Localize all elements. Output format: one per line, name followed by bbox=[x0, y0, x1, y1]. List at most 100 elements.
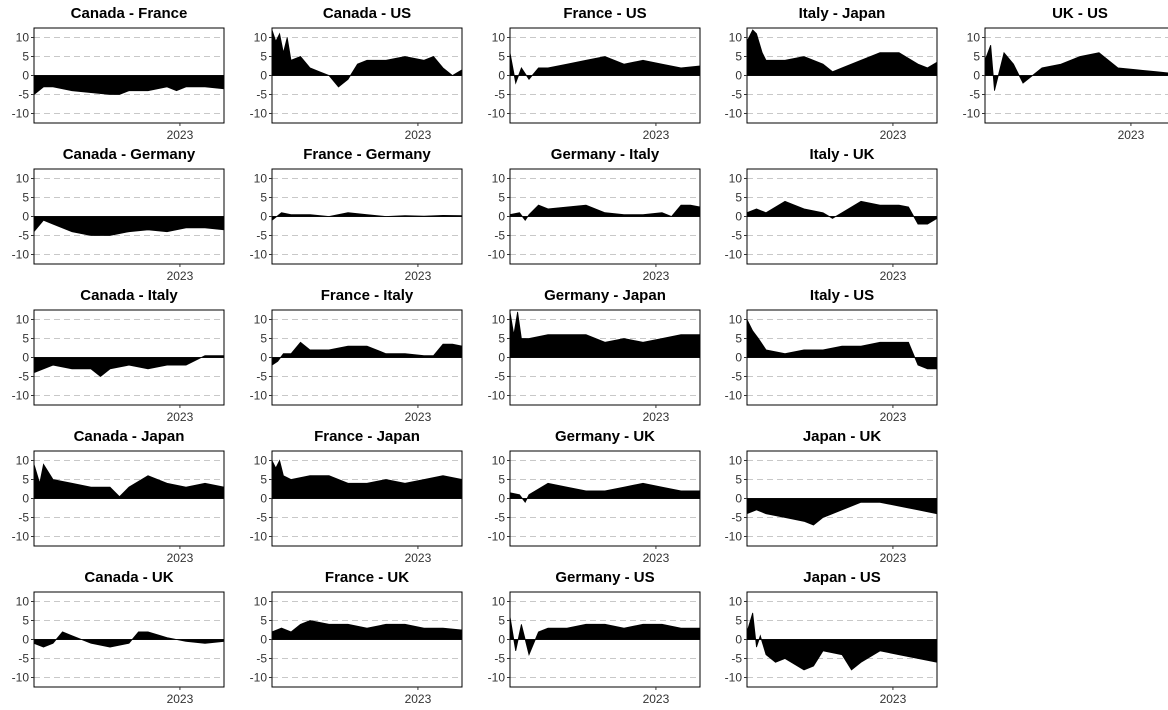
y-tick-label: 10 bbox=[492, 454, 506, 468]
chart-panel: Canada - Japan 10 5 0 -5 -10 2023 bbox=[0, 428, 234, 569]
panel-plot: 10 5 0 -5 -10 2023 bbox=[725, 309, 938, 424]
chart-panel: Canada - Germany 10 5 0 -5 -10 2023 bbox=[0, 146, 234, 287]
y-tick-label: -10 bbox=[250, 530, 268, 544]
panel-title: France - UK bbox=[324, 569, 410, 586]
y-tick-label: 10 bbox=[16, 595, 30, 609]
y-tick-label: 10 bbox=[492, 313, 506, 327]
y-tick-label: 5 bbox=[260, 473, 267, 487]
y-tick-label: 0 bbox=[22, 69, 29, 83]
x-tick-label: 2023 bbox=[880, 128, 907, 142]
y-tick-label: -10 bbox=[250, 389, 268, 403]
y-tick-label: -10 bbox=[963, 107, 981, 121]
y-tick-label: -5 bbox=[18, 652, 29, 666]
panel-plot: 10 5 0 -5 -10 2023 bbox=[488, 309, 701, 424]
x-tick-label: 2023 bbox=[405, 692, 432, 706]
y-tick-label: -5 bbox=[494, 652, 505, 666]
chart-panel: Italy - Japan 10 5 0 -5 -10 2023 bbox=[713, 5, 947, 146]
y-tick-label: -10 bbox=[250, 107, 268, 121]
panel-title: Italy - US bbox=[809, 287, 875, 304]
data-area bbox=[509, 616, 701, 656]
y-tick-label: -10 bbox=[725, 248, 743, 262]
panel-plot: 10 5 0 -5 -10 2023 bbox=[250, 168, 463, 283]
y-tick-label: -10 bbox=[488, 248, 506, 262]
y-tick-label: 5 bbox=[22, 191, 29, 205]
data-area bbox=[271, 29, 463, 88]
x-tick-label: 2023 bbox=[1118, 128, 1145, 142]
panel-plot: 10 5 0 -5 -10 2023 bbox=[488, 27, 701, 142]
panel-plot: 10 5 0 -5 -10 2023 bbox=[725, 450, 938, 565]
data-area bbox=[746, 319, 938, 370]
y-tick-label: 10 bbox=[16, 454, 30, 468]
chart-panel: Canada - UK 10 5 0 -5 -10 2023 bbox=[0, 569, 234, 710]
data-area bbox=[33, 75, 225, 96]
y-tick-label: 10 bbox=[729, 172, 743, 186]
y-tick-label: 0 bbox=[735, 351, 742, 365]
y-tick-label: 10 bbox=[254, 595, 268, 609]
data-area bbox=[746, 612, 938, 671]
x-tick-label: 2023 bbox=[643, 692, 670, 706]
y-tick-label: -5 bbox=[969, 88, 980, 102]
y-tick-label: 10 bbox=[967, 31, 981, 45]
y-tick-label: 5 bbox=[735, 473, 742, 487]
y-tick-label: -10 bbox=[725, 530, 743, 544]
x-tick-label: 2023 bbox=[643, 410, 670, 424]
panel-title: Germany - UK bbox=[554, 428, 656, 445]
panel-title: Italy - Japan bbox=[798, 5, 886, 22]
x-tick-label: 2023 bbox=[880, 551, 907, 565]
y-tick-label: 0 bbox=[22, 492, 29, 506]
y-tick-label: -5 bbox=[18, 370, 29, 384]
y-tick-label: -5 bbox=[494, 511, 505, 525]
y-tick-label: -5 bbox=[731, 370, 742, 384]
y-tick-label: -5 bbox=[731, 652, 742, 666]
x-tick-label: 2023 bbox=[880, 269, 907, 283]
chart-panel: Canada - Italy 10 5 0 -5 -10 2023 bbox=[0, 287, 234, 428]
panel-title: Germany - Japan bbox=[544, 287, 666, 304]
y-tick-label: 0 bbox=[735, 633, 742, 647]
y-tick-label: -10 bbox=[12, 248, 30, 262]
chart-panel: France - UK 10 5 0 -5 -10 2023 bbox=[238, 569, 472, 710]
chart-panel: Germany - Italy 10 5 0 -5 -10 2023 bbox=[476, 146, 710, 287]
y-tick-label: 0 bbox=[498, 210, 505, 224]
y-tick-label: 10 bbox=[729, 595, 743, 609]
y-tick-label: 10 bbox=[16, 313, 30, 327]
data-area bbox=[984, 44, 1168, 91]
panel-plot: 10 5 0 -5 -10 2023 bbox=[250, 27, 463, 142]
panel-title: Germany - Italy bbox=[550, 146, 660, 163]
panel-title: Canada - France bbox=[70, 5, 188, 22]
data-area bbox=[271, 459, 463, 499]
y-tick-label: 5 bbox=[260, 614, 267, 628]
chart-panel: Japan - UK 10 5 0 -5 -10 2023 bbox=[713, 428, 947, 569]
y-tick-label: -5 bbox=[494, 370, 505, 384]
y-tick-label: -5 bbox=[256, 88, 267, 102]
x-tick-label: 2023 bbox=[643, 128, 670, 142]
y-tick-label: 10 bbox=[492, 31, 506, 45]
panel-plot: 10 5 0 -5 -10 2023 bbox=[12, 309, 225, 424]
x-tick-label: 2023 bbox=[405, 269, 432, 283]
y-tick-label: -10 bbox=[12, 107, 30, 121]
panel-title: Japan - UK bbox=[802, 428, 882, 445]
y-tick-label: 5 bbox=[22, 614, 29, 628]
panel-title: Canada - US bbox=[322, 5, 412, 22]
y-tick-label: 0 bbox=[22, 633, 29, 647]
panel-plot: 10 5 0 -5 -10 2023 bbox=[488, 450, 701, 565]
y-tick-label: 10 bbox=[254, 172, 268, 186]
chart-panel: France - Japan 10 5 0 -5 -10 2023 bbox=[238, 428, 472, 569]
y-tick-label: 5 bbox=[260, 50, 267, 64]
y-tick-label: 0 bbox=[260, 69, 267, 83]
x-tick-label: 2023 bbox=[643, 551, 670, 565]
panel-title: Japan - US bbox=[803, 569, 881, 586]
panel-plot: 10 5 0 -5 -10 2023 bbox=[725, 168, 938, 283]
y-tick-label: -5 bbox=[256, 229, 267, 243]
y-tick-label: 0 bbox=[735, 69, 742, 83]
chart-panel: Italy - UK 10 5 0 -5 -10 2023 bbox=[713, 146, 947, 287]
y-tick-label: 0 bbox=[498, 69, 505, 83]
y-tick-label: 5 bbox=[735, 191, 742, 205]
data-area bbox=[509, 482, 701, 504]
y-tick-label: 0 bbox=[260, 633, 267, 647]
chart-panel: France - Italy 10 5 0 -5 -10 2023 bbox=[238, 287, 472, 428]
y-tick-label: -5 bbox=[256, 652, 267, 666]
panel-title: Canada - UK bbox=[84, 569, 174, 586]
data-area bbox=[746, 200, 938, 225]
y-tick-label: 5 bbox=[735, 614, 742, 628]
